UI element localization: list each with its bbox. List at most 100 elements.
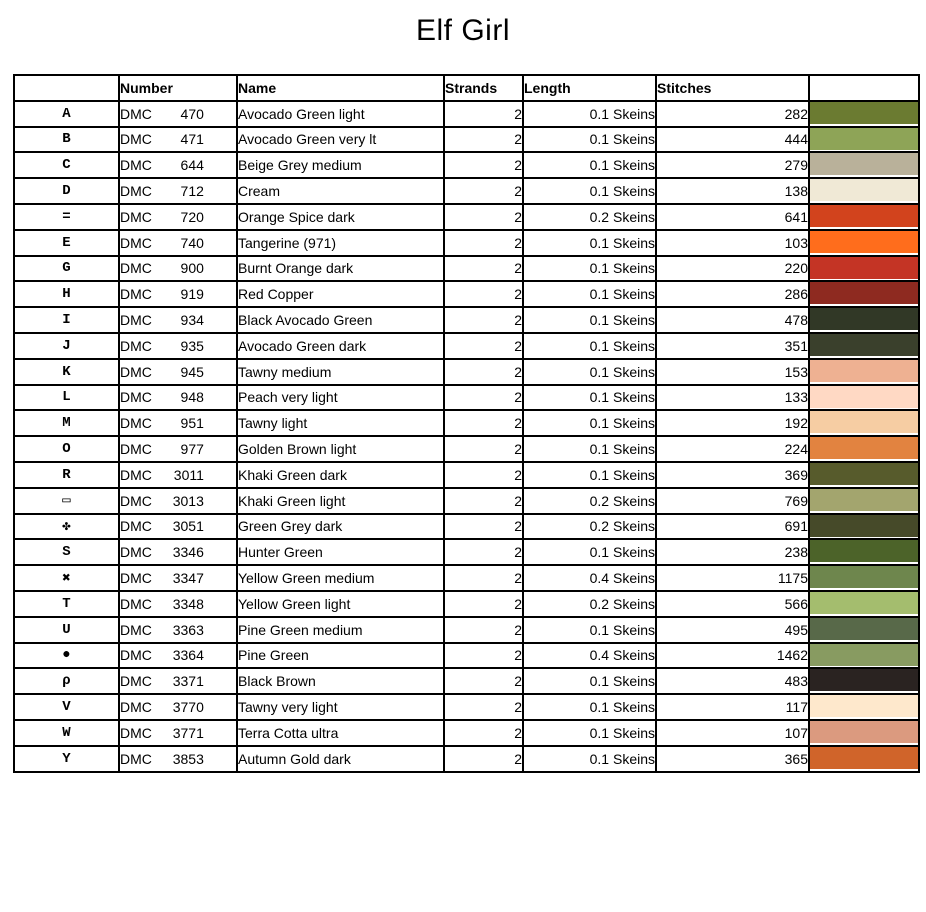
floss-name: Avocado Green light bbox=[236, 99, 445, 128]
color-swatch bbox=[811, 205, 917, 227]
floss-row: = DMC 720 Orange Spice dark 2 0.2 Skeins … bbox=[13, 202, 920, 231]
floss-number-cell: DMC 3853 bbox=[118, 744, 238, 773]
floss-name: Beige Grey medium bbox=[236, 151, 445, 180]
floss-number: 471 bbox=[180, 131, 204, 148]
floss-number: 3346 bbox=[172, 544, 204, 561]
floss-number: 3364 bbox=[172, 647, 204, 664]
floss-number: 919 bbox=[180, 286, 204, 303]
strands-value: 2 bbox=[443, 331, 524, 360]
floss-row: ρ DMC 3371 Black Brown 2 0.1 Skeins 483 bbox=[13, 667, 920, 696]
stitch-symbol: ρ bbox=[13, 667, 120, 696]
floss-brand: DMC bbox=[120, 570, 152, 587]
color-swatch-cell bbox=[808, 744, 920, 773]
floss-brand: DMC bbox=[120, 234, 152, 251]
strands-value: 2 bbox=[443, 486, 524, 515]
stitches-value: 769 bbox=[655, 486, 810, 515]
page-title: Elf Girl bbox=[416, 14, 510, 47]
stitches-value: 691 bbox=[655, 512, 810, 541]
length-value: 0.1 Skeins bbox=[522, 331, 657, 360]
floss-row: V DMC 3770 Tawny very light 2 0.1 Skeins … bbox=[13, 693, 920, 721]
floss-number: 3371 bbox=[172, 673, 204, 690]
floss-key-body: A DMC 470 Avocado Green light 2 0.1 Skein… bbox=[13, 99, 920, 773]
color-swatch bbox=[811, 670, 917, 692]
floss-number-cell: DMC 3011 bbox=[118, 460, 238, 489]
floss-brand: DMC bbox=[120, 673, 152, 690]
stitches-value: 1175 bbox=[655, 564, 810, 592]
strands-value: 2 bbox=[443, 357, 524, 386]
strands-value: 2 bbox=[443, 564, 524, 592]
strands-value: 2 bbox=[443, 228, 524, 257]
floss-number-cell: DMC 935 bbox=[118, 331, 238, 360]
color-swatch bbox=[811, 541, 917, 563]
floss-brand: DMC bbox=[120, 750, 152, 767]
length-value: 0.1 Skeins bbox=[522, 228, 657, 257]
stitch-symbol: ▭ bbox=[13, 486, 120, 515]
floss-number: 951 bbox=[180, 415, 204, 432]
stitch-symbol: A bbox=[13, 99, 120, 128]
color-swatch-cell bbox=[808, 486, 920, 515]
length-value: 0.1 Skeins bbox=[522, 409, 657, 438]
length-value: 0.1 Skeins bbox=[522, 460, 657, 489]
stitches-value: 224 bbox=[655, 435, 810, 463]
floss-brand: DMC bbox=[120, 647, 152, 664]
strands-value: 2 bbox=[443, 512, 524, 541]
floss-name: Yellow Green medium bbox=[236, 564, 445, 592]
length-value: 0.1 Skeins bbox=[522, 254, 657, 283]
floss-number: 470 bbox=[180, 105, 204, 122]
color-swatch bbox=[811, 257, 917, 279]
floss-number-cell: DMC 919 bbox=[118, 280, 238, 309]
floss-number-cell: DMC 948 bbox=[118, 383, 238, 412]
floss-name: Avocado Green dark bbox=[236, 331, 445, 360]
floss-name: Hunter Green bbox=[236, 538, 445, 567]
floss-name: Khaki Green dark bbox=[236, 460, 445, 489]
floss-brand: DMC bbox=[120, 441, 152, 458]
floss-number-cell: DMC 470 bbox=[118, 99, 238, 128]
floss-number-cell: DMC 3051 bbox=[118, 512, 238, 541]
floss-row: U DMC 3363 Pine Green medium 2 0.1 Skeins… bbox=[13, 615, 920, 644]
floss-number: 3771 bbox=[172, 724, 204, 741]
strands-value: 2 bbox=[443, 667, 524, 696]
floss-number-cell: DMC 712 bbox=[118, 177, 238, 205]
floss-number-cell: DMC 3770 bbox=[118, 693, 238, 721]
floss-row: R DMC 3011 Khaki Green dark 2 0.1 Skeins … bbox=[13, 460, 920, 489]
floss-number: 934 bbox=[180, 312, 204, 329]
floss-number-cell: DMC 900 bbox=[118, 254, 238, 283]
floss-number: 740 bbox=[180, 234, 204, 251]
strands-value: 2 bbox=[443, 99, 524, 128]
stitches-value: 351 bbox=[655, 331, 810, 360]
floss-number-cell: DMC 3363 bbox=[118, 615, 238, 644]
floss-name: Burnt Orange dark bbox=[236, 254, 445, 283]
floss-row: S DMC 3346 Hunter Green 2 0.1 Skeins 238 bbox=[13, 538, 920, 567]
strands-value: 2 bbox=[443, 409, 524, 438]
floss-number-cell: DMC 934 bbox=[118, 306, 238, 334]
strands-value: 2 bbox=[443, 151, 524, 180]
stitches-value: 1462 bbox=[655, 641, 810, 670]
header-strands: Strands bbox=[443, 74, 524, 102]
stitch-symbol: M bbox=[13, 409, 120, 438]
floss-row: ▭ DMC 3013 Khaki Green light 2 0.2 Skeins… bbox=[13, 486, 920, 515]
floss-row: H DMC 919 Red Copper 2 0.1 Skeins 286 bbox=[13, 280, 920, 309]
floss-row: M DMC 951 Tawny light 2 0.1 Skeins 192 bbox=[13, 409, 920, 438]
stitches-value: 282 bbox=[655, 99, 810, 128]
length-value: 0.4 Skeins bbox=[522, 641, 657, 670]
stitch-symbol: C bbox=[13, 151, 120, 180]
stitch-symbol: V bbox=[13, 693, 120, 721]
stitches-value: 192 bbox=[655, 409, 810, 438]
stitch-symbol: ● bbox=[13, 641, 120, 670]
color-swatch bbox=[811, 696, 917, 718]
color-swatch bbox=[811, 747, 917, 769]
floss-number: 720 bbox=[180, 208, 204, 225]
stitches-value: 153 bbox=[655, 357, 810, 386]
floss-brand: DMC bbox=[120, 544, 152, 561]
floss-brand: DMC bbox=[120, 312, 152, 329]
strands-value: 2 bbox=[443, 615, 524, 644]
length-value: 0.1 Skeins bbox=[522, 280, 657, 309]
floss-number: 3853 bbox=[172, 750, 204, 767]
floss-number-cell: DMC 3771 bbox=[118, 718, 238, 747]
stitches-value: 133 bbox=[655, 383, 810, 412]
floss-row: K DMC 945 Tawny medium 2 0.1 Skeins 153 bbox=[13, 357, 920, 386]
stitches-value: 220 bbox=[655, 254, 810, 283]
stitch-symbol: I bbox=[13, 306, 120, 334]
stitches-value: 365 bbox=[655, 744, 810, 773]
stitches-value: 478 bbox=[655, 306, 810, 334]
